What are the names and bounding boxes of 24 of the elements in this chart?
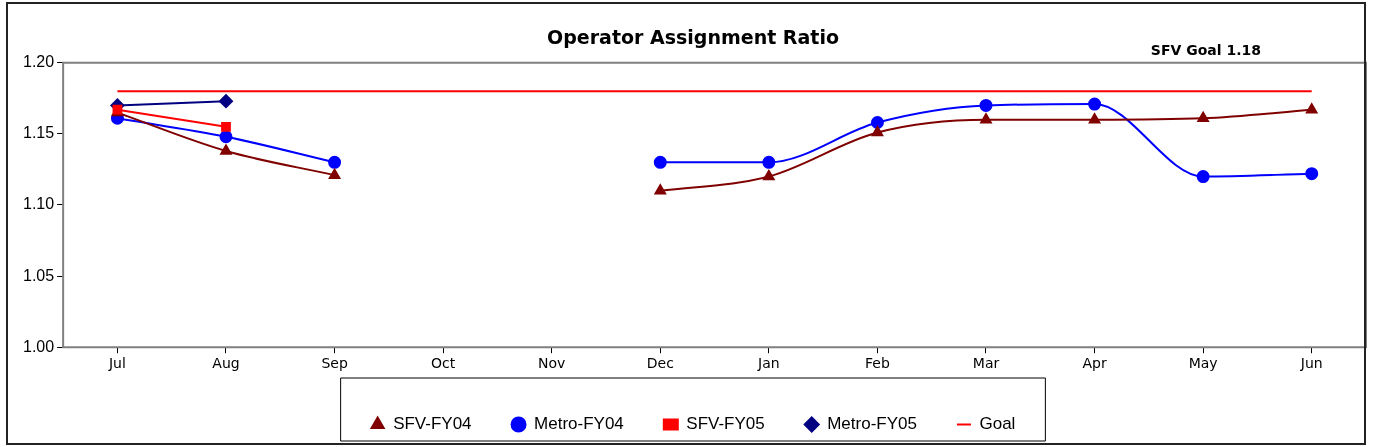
x-tick-label: Sep: [321, 355, 348, 372]
x-tick-label: Jan: [757, 355, 780, 372]
x-tick-label: Apr: [1082, 355, 1107, 372]
x-tick-label: May: [1188, 355, 1218, 372]
x-tick-label: Aug: [212, 355, 240, 372]
x-tick-label: Nov: [538, 355, 566, 372]
y-tick-label: 1.00: [23, 337, 55, 355]
legend-label: SFV-FY05: [686, 414, 765, 434]
legend-label: Metro-FY04: [534, 414, 624, 434]
x-tick-label: Dec: [646, 355, 674, 372]
y-tick-label: 1.10: [23, 195, 55, 213]
text: SFV Goal 1.18: [1150, 42, 1261, 59]
y-tick-label: 1.15: [23, 124, 55, 142]
x-tick-label: Jun: [1299, 355, 1323, 372]
legend-label: Goal: [979, 414, 1016, 434]
y-tick-label: 1.20: [23, 53, 55, 71]
x-tick-label: Oct: [431, 355, 456, 372]
y-tick-label: 1.05: [23, 266, 55, 284]
legend-label: SFV-FY04: [393, 414, 472, 434]
legend-label: Metro-FY05: [827, 414, 917, 434]
chart-title: Operator Assignment Ratio: [547, 26, 839, 49]
x-tick-label: Jul: [107, 355, 126, 372]
x-tick-label: Mar: [972, 355, 1000, 372]
x-tick-label: Feb: [865, 355, 890, 372]
